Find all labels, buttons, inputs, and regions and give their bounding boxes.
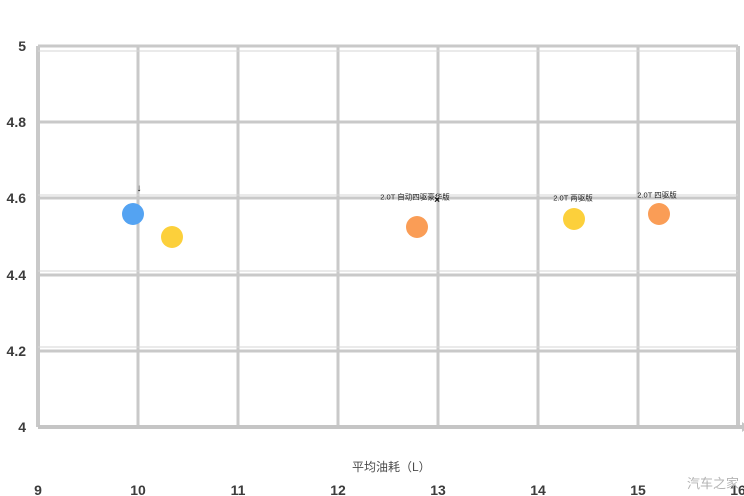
x-tick-label: 11 xyxy=(230,482,246,496)
x-tick-label: 15 xyxy=(630,482,646,496)
gridline-vertical xyxy=(36,46,40,427)
gridline-horizontal xyxy=(38,273,738,277)
gridline-vertical xyxy=(236,46,240,427)
x-tick-label: 13 xyxy=(430,482,446,496)
gridline-horizontal xyxy=(38,196,738,200)
x-axis-title: 平均油耗（L） xyxy=(352,460,431,474)
scatter-point-orange[interactable] xyxy=(406,215,428,238)
y-tick-label: 4 xyxy=(18,419,26,435)
x-tick-label: 14 xyxy=(530,482,546,496)
x-tick-label: 12 xyxy=(330,482,346,496)
scatter-point-orange[interactable] xyxy=(648,202,670,225)
y-tick-label: 4.2 xyxy=(6,342,26,359)
gridline-horizontal-secondary xyxy=(38,194,738,196)
y-tick-label: 4.4 xyxy=(6,266,26,283)
y-tick-label: 4.8 xyxy=(6,114,26,131)
down-arrow-icon: ↓ xyxy=(136,182,142,194)
point-annotation: 2.0T 两驱版 xyxy=(553,193,593,203)
gridline-horizontal xyxy=(38,120,738,124)
gridline-vertical xyxy=(536,46,540,427)
gridline-horizontal xyxy=(38,349,738,353)
gridline-horizontal-secondary xyxy=(38,50,738,52)
gridline-horizontal-secondary xyxy=(38,346,738,348)
plot-area: 9 10 11 12 13 14 15 16 5 4.8 4.6 4.4 4.2 4 2.0T 自动四驱豪华… xyxy=(7,38,744,496)
gridline-vertical xyxy=(636,46,640,427)
gridline-horizontal-secondary xyxy=(38,270,738,272)
gridline-horizontal xyxy=(38,44,738,48)
x-axis-arrow-icon xyxy=(742,422,744,432)
watermark-autohome: 汽车之家 xyxy=(686,476,739,491)
x-tick-label: 9 xyxy=(34,482,42,496)
x-tick-label: 10 xyxy=(130,482,146,496)
y-tick-label: 5 xyxy=(18,38,26,54)
scatter-point-yellow[interactable] xyxy=(161,225,183,248)
y-tick-label: 4.6 xyxy=(6,190,26,207)
gridline-vertical xyxy=(336,46,340,427)
gridline-horizontal xyxy=(38,425,744,429)
scatter-point-blue[interactable] xyxy=(122,202,144,225)
point-annotation: 2.0T 四驱版 xyxy=(637,190,677,200)
point-annotation: 2.0T 自动四驱豪华版 xyxy=(380,192,450,202)
scatter-point-yellow[interactable] xyxy=(563,208,585,231)
gridline-vertical xyxy=(736,46,740,427)
gridline-vertical xyxy=(136,46,140,427)
gridline-vertical xyxy=(436,46,440,427)
x-tick-label: 16 xyxy=(730,482,744,496)
cross-marker-icon: × xyxy=(434,195,440,207)
